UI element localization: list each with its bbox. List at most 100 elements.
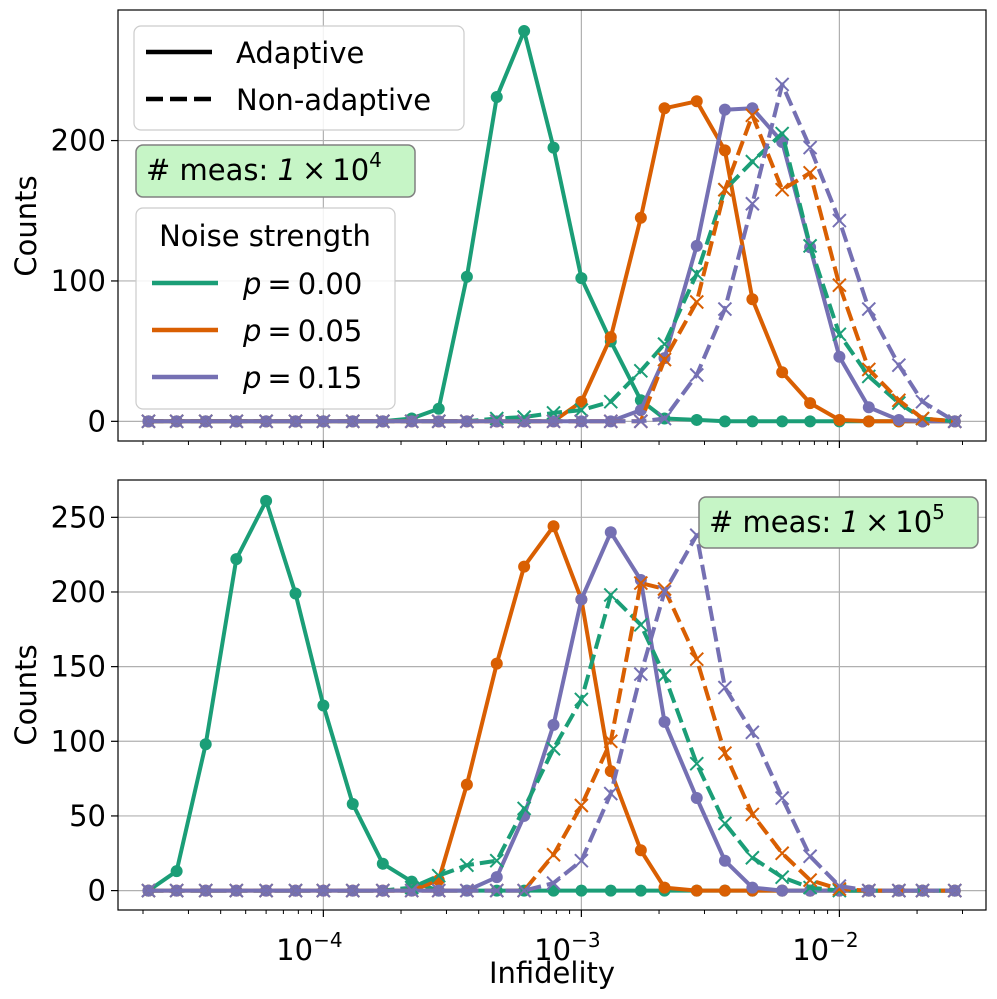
data-point xyxy=(802,165,818,181)
data-point xyxy=(317,699,330,712)
data-point xyxy=(603,734,618,749)
data-point xyxy=(633,363,649,379)
data-point xyxy=(574,798,589,813)
data-point xyxy=(915,411,930,426)
data-point xyxy=(547,141,560,154)
data-point xyxy=(745,108,760,123)
data-point xyxy=(689,367,704,383)
data-point xyxy=(776,884,789,897)
data-point xyxy=(658,102,671,115)
data-point xyxy=(833,413,846,426)
data-point xyxy=(316,883,331,898)
data-point xyxy=(575,272,588,285)
y-tick-label: 150 xyxy=(51,650,106,684)
y-tick-label: 0 xyxy=(88,874,106,908)
data-point xyxy=(634,884,647,897)
data-point xyxy=(657,668,672,683)
data-point xyxy=(891,883,907,898)
top-x-ticks xyxy=(142,441,963,448)
data-point xyxy=(376,857,389,870)
data-point xyxy=(199,738,212,751)
data-point xyxy=(915,883,930,898)
data-point xyxy=(575,884,588,897)
bottom-axes-frame xyxy=(117,479,987,911)
bottom-panel: 0 50 100 150 200 250 10−4 10−3 10−2 Counts Infi… xyxy=(9,479,987,990)
legend-p005-label: p = 0.05 xyxy=(242,314,362,348)
data-point xyxy=(546,741,561,756)
data-point xyxy=(862,401,875,414)
data-point xyxy=(604,884,617,897)
x-tick-label: 10−4 xyxy=(276,928,342,967)
top-meas-text: # meas: 1 × 104 xyxy=(146,148,382,187)
data-point xyxy=(518,25,531,38)
data-point xyxy=(431,868,446,883)
data-point xyxy=(169,414,184,429)
data-point xyxy=(633,666,649,682)
data-point xyxy=(861,362,876,377)
data-point xyxy=(316,414,331,429)
y-tick-label: 250 xyxy=(51,500,106,534)
legend-p000-label: p = 0.00 xyxy=(242,267,362,301)
data-point xyxy=(460,270,473,283)
data-point xyxy=(490,871,503,884)
data-point xyxy=(947,883,962,898)
data-point xyxy=(633,575,649,591)
data-point xyxy=(690,95,703,108)
data-point xyxy=(718,854,731,867)
data-point xyxy=(802,140,818,155)
data-point xyxy=(802,872,818,888)
data-point xyxy=(746,293,759,306)
data-point xyxy=(489,414,504,429)
data-point xyxy=(776,366,789,379)
data-point xyxy=(862,415,875,428)
data-point xyxy=(891,393,907,408)
data-point xyxy=(141,414,156,429)
legend-noise-strength: Noise strength p = 0.00 p = 0.05 p = 0.15 xyxy=(135,207,396,410)
data-point xyxy=(717,816,733,831)
data-point xyxy=(375,883,391,898)
data-point xyxy=(490,657,503,670)
bottom-series xyxy=(141,494,962,898)
data-point xyxy=(431,414,446,429)
data-point xyxy=(575,593,588,606)
y-tick-label: 100 xyxy=(51,724,106,758)
data-point xyxy=(745,850,760,865)
data-point xyxy=(657,352,672,367)
data-point xyxy=(258,883,274,898)
data-point xyxy=(690,413,703,426)
bottom-x-ticks: 10−4 10−3 10−2 xyxy=(142,910,963,967)
y-tick-label: 200 xyxy=(51,575,106,609)
data-point xyxy=(832,213,847,228)
data-point xyxy=(745,196,760,211)
data-point xyxy=(547,884,560,897)
data-point xyxy=(574,414,589,429)
legend-adaptive-label: Adaptive xyxy=(236,36,364,70)
data-point xyxy=(689,294,704,310)
data-point xyxy=(603,786,618,801)
data-point xyxy=(288,414,303,429)
data-point xyxy=(489,883,504,898)
data-point xyxy=(774,846,790,861)
data-point xyxy=(915,394,930,409)
data-point xyxy=(774,182,790,197)
series-p015-dashed xyxy=(141,77,962,429)
data-point xyxy=(516,414,532,429)
data-point xyxy=(141,883,156,898)
data-point xyxy=(861,301,876,317)
data-point xyxy=(546,875,561,891)
data-point xyxy=(170,865,183,878)
data-point xyxy=(774,77,790,92)
data-point xyxy=(746,881,759,894)
y-tick-label: 100 xyxy=(51,264,106,298)
data-point xyxy=(689,266,704,282)
data-point xyxy=(375,414,391,429)
bottom-y-ticks: 0 50 100 150 200 250 xyxy=(51,500,118,908)
y-tick-label: 200 xyxy=(51,124,106,158)
data-point xyxy=(774,869,790,885)
data-point xyxy=(404,883,419,898)
data-point xyxy=(718,144,731,157)
data-point xyxy=(459,858,475,873)
bottom-y-axis-label: Counts xyxy=(9,644,43,745)
data-point xyxy=(717,301,733,317)
data-point xyxy=(861,883,876,898)
